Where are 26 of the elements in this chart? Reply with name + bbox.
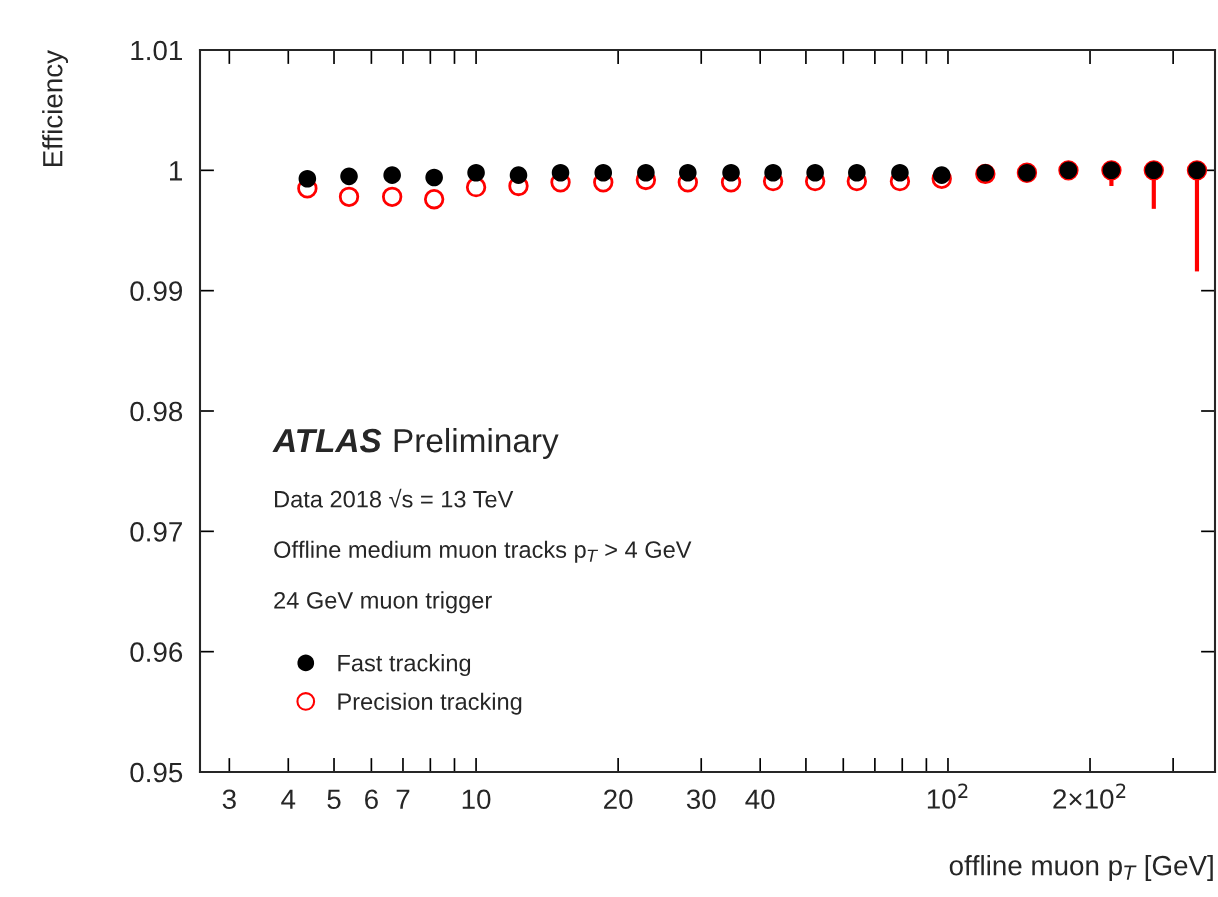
x-tick-label: 20 [604, 789, 633, 810]
annotation: Offline medium muon tracks p$_{T}$ > 4 GeV [274, 540, 692, 563]
y-tick-label: 0.97 [130, 522, 182, 542]
y-axis-title: Efficiency [42, 50, 69, 167]
y-tick-label: 1.01 [131, 40, 182, 61]
x-tick-label: 2×10$^{2}$ [1053, 783, 1126, 809]
x-tick-label: 10$^{2}$ [927, 783, 968, 809]
y-tick-label: 0.95 [130, 762, 183, 783]
y-tick-label: 0.98 [130, 401, 183, 422]
annotation: ATLAS Preliminary [272, 427, 559, 460]
annotation: 24 GeV muon trigger [274, 591, 492, 614]
legend-label: Fast tracking [338, 654, 471, 677]
x-tick-label: 10 [462, 789, 491, 810]
x-tick-label: 5 [327, 789, 341, 810]
x-axis-title: offline muon p$_{T}$ [GeV] [949, 855, 1213, 881]
y-tick-label: 1 [170, 161, 182, 181]
x-tick-label: 40 [745, 789, 775, 810]
x-tick-label: 6 [365, 789, 378, 810]
x-tick-label: 30 [686, 789, 716, 810]
y-tick-label: 0.96 [130, 642, 183, 663]
x-tick-label: 3 [222, 789, 236, 810]
x-tick-label: 4 [281, 789, 296, 809]
y-tick-label: 0.99 [130, 281, 183, 302]
legend-label: Precision tracking [338, 692, 522, 715]
x-tick-label: 7 [396, 789, 410, 809]
annotation: Data 2018 √s = 13 TeV [275, 488, 514, 508]
